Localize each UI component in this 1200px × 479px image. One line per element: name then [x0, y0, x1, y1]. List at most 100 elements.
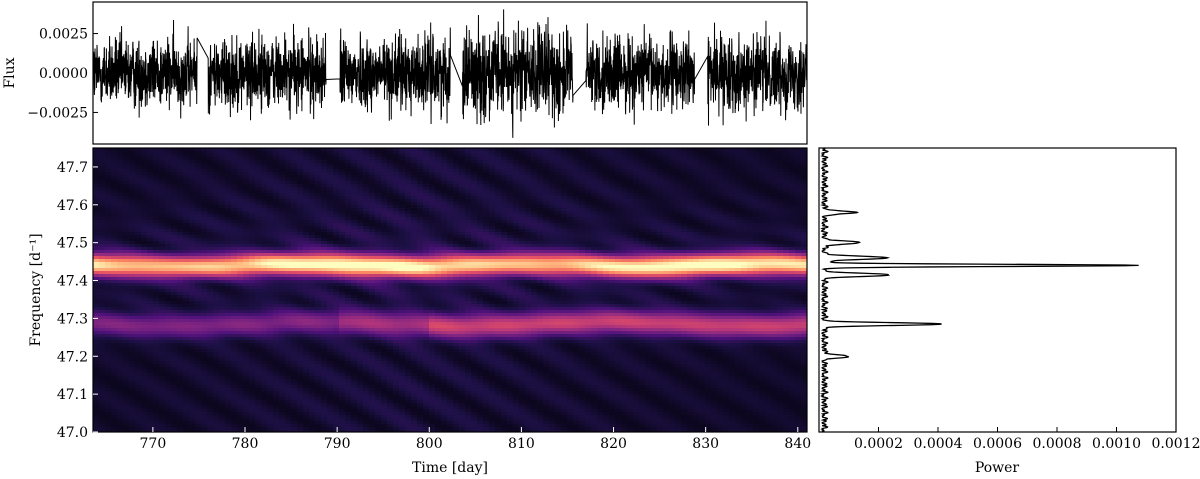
heatmap-cell: [621, 175, 628, 179]
heatmap-cell: [333, 220, 340, 224]
heatmap-cell: [561, 229, 568, 233]
heatmap-cell: [159, 154, 166, 158]
heatmap-cell: [663, 223, 670, 227]
heatmap-cell: [633, 253, 640, 257]
heatmap-cell: [153, 268, 160, 272]
heatmap-cell: [489, 241, 496, 245]
heatmap-cell: [669, 205, 676, 209]
heatmap-cell: [495, 262, 502, 266]
heatmap-cell: [597, 169, 604, 173]
heatmap-cell: [531, 169, 538, 173]
heatmap-cell: [639, 259, 646, 263]
heatmap-cell: [135, 238, 142, 242]
heatmap-cell: [711, 154, 718, 158]
heatmap-cell: [387, 235, 394, 239]
heatmap-cell: [687, 223, 694, 227]
heatmap-cell: [747, 160, 754, 164]
heatmap-cell: [399, 229, 406, 233]
heatmap-cell: [339, 169, 346, 173]
heatmap-cell: [177, 169, 184, 173]
heatmap-cell: [357, 226, 364, 230]
heatmap-cell: [459, 202, 466, 206]
heatmap-cell: [567, 181, 574, 185]
heatmap-cell: [123, 256, 130, 260]
heatmap-cell: [669, 163, 676, 167]
heatmap-cell: [483, 262, 490, 266]
heatmap-cell: [789, 190, 796, 194]
heatmap-cell: [465, 178, 472, 182]
heatmap-cell: [159, 256, 166, 260]
heatmap-cell: [681, 205, 688, 209]
heatmap-cell: [717, 226, 724, 230]
heatmap-cell: [645, 271, 652, 275]
heatmap-cell: [273, 259, 280, 263]
heatmap-cell: [747, 205, 754, 209]
heatmap-cell: [789, 217, 796, 221]
heatmap-cell: [213, 244, 220, 248]
heatmap-cell: [687, 211, 694, 215]
heatmap-cell: [597, 205, 604, 209]
heatmap-cell: [399, 211, 406, 215]
heatmap-cells: [93, 148, 807, 432]
heatmap-cell: [717, 244, 724, 248]
heatmap-cell: [105, 241, 112, 245]
heatmap-cell: [729, 154, 736, 158]
heatmap-cell: [651, 205, 658, 209]
heatmap-cell: [129, 223, 136, 227]
heatmap-cell: [795, 178, 802, 182]
heatmap-cell: [429, 256, 436, 260]
heatmap-cell: [603, 208, 610, 212]
heatmap-cell: [777, 157, 784, 161]
heatmap-cell: [297, 172, 304, 176]
heatmap-cell: [801, 166, 807, 170]
heatmap-cell: [567, 247, 574, 251]
heatmap-cell: [663, 187, 670, 191]
heatmap-cell: [609, 196, 616, 200]
heatmap-cell: [117, 250, 124, 254]
heatmap-cell: [267, 175, 274, 179]
heatmap-cell: [645, 208, 652, 212]
heatmap-cell: [315, 178, 322, 182]
heatmap-cell: [663, 268, 670, 272]
heatmap-cell: [555, 211, 562, 215]
heatmap-cell: [441, 268, 448, 272]
heatmap-cell: [411, 259, 418, 263]
heatmap-cell: [681, 235, 688, 239]
heatmap-cell: [537, 214, 544, 218]
heatmap-cell: [201, 190, 208, 194]
heatmap-cell: [183, 205, 190, 209]
heatmap-cell: [357, 250, 364, 254]
heatmap-cell: [399, 268, 406, 272]
heatmap-cell: [393, 148, 400, 152]
heatmap-cell: [561, 190, 568, 194]
heatmap-cell: [93, 196, 100, 200]
heatmap-cell: [153, 226, 160, 230]
heatmap-cell: [663, 205, 670, 209]
heatmap-cell: [213, 193, 220, 197]
heatmap-cell: [309, 271, 316, 275]
heatmap-cell: [603, 253, 610, 257]
heatmap-cell: [447, 163, 454, 167]
heatmap-cell: [561, 256, 568, 260]
heatmap-cell: [441, 175, 448, 179]
heatmap-cell: [765, 148, 772, 152]
heatmap-cell: [507, 184, 514, 188]
heatmap-cell: [465, 253, 472, 257]
heatmap-cell: [339, 151, 346, 155]
heatmap-cell: [339, 199, 346, 203]
heatmap-cell: [345, 226, 352, 230]
heatmap-cell: [111, 247, 118, 251]
heatmap-cell: [735, 166, 742, 170]
heatmap-cell: [573, 235, 580, 239]
heatmap-cell: [711, 166, 718, 170]
heatmap-cell: [801, 265, 807, 269]
heatmap-cell: [597, 241, 604, 245]
heatmap-cell: [705, 163, 712, 167]
heatmap-cell: [591, 253, 598, 257]
heatmap-cell: [615, 175, 622, 179]
heatmap-cell: [627, 250, 634, 254]
heatmap-cell: [567, 268, 574, 272]
heatmap-cell: [99, 169, 106, 173]
heatmap-cell: [237, 175, 244, 179]
heatmap-cell: [423, 199, 430, 203]
